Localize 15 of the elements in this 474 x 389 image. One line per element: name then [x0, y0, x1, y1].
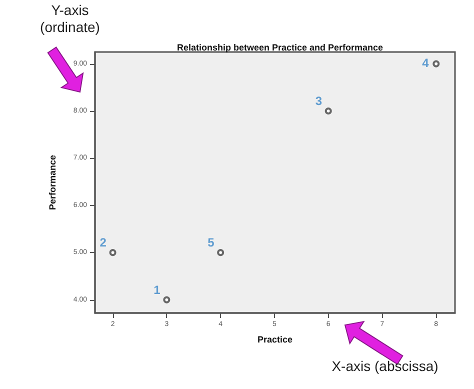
annotation: 5 [208, 236, 215, 250]
y-axis-title: Performance [48, 154, 58, 210]
point [163, 296, 170, 304]
point [217, 249, 224, 256]
annotation: 1 [154, 282, 161, 297]
text: X-axis (abscissa) [330, 358, 440, 375]
annotation: 4 [422, 56, 430, 70]
annotation: 3 [315, 94, 322, 108]
point [324, 108, 332, 114]
x-axis-title: Practice [257, 334, 293, 344]
annotation: 2 [100, 236, 107, 250]
point [109, 249, 116, 256]
point [432, 60, 440, 68]
text: Y-axis (ordinate) [39, 2, 101, 36]
chart-title: Relationship between Practice and Performance [176, 42, 384, 52]
